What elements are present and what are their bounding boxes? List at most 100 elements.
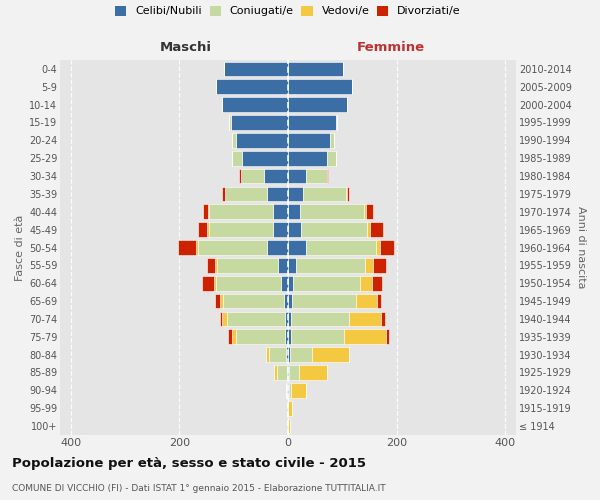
- Bar: [196, 240, 198, 255]
- Bar: [227, 312, 285, 326]
- Bar: [380, 240, 394, 255]
- Bar: [288, 276, 293, 290]
- Bar: [359, 276, 371, 290]
- Bar: [207, 258, 215, 272]
- Bar: [293, 276, 359, 290]
- Bar: [263, 168, 288, 184]
- Bar: [220, 294, 223, 308]
- Bar: [289, 365, 299, 380]
- Bar: [288, 98, 347, 112]
- Bar: [326, 168, 328, 184]
- Bar: [365, 258, 373, 272]
- Bar: [223, 294, 284, 308]
- Bar: [225, 186, 268, 201]
- Bar: [217, 258, 278, 272]
- Bar: [288, 294, 292, 308]
- Bar: [178, 240, 196, 255]
- Bar: [209, 222, 273, 237]
- Bar: [286, 348, 288, 362]
- Bar: [288, 168, 306, 184]
- Text: Maschi: Maschi: [160, 40, 211, 54]
- Bar: [220, 312, 223, 326]
- Bar: [347, 186, 349, 201]
- Bar: [232, 330, 236, 344]
- Bar: [296, 258, 365, 272]
- Bar: [286, 383, 287, 398]
- Bar: [327, 151, 336, 166]
- Bar: [222, 98, 288, 112]
- Bar: [224, 62, 288, 76]
- Bar: [386, 330, 389, 344]
- Bar: [288, 348, 290, 362]
- Bar: [288, 204, 300, 219]
- Bar: [198, 240, 268, 255]
- Bar: [215, 258, 217, 272]
- Y-axis label: Anni di nascita: Anni di nascita: [576, 206, 586, 289]
- Bar: [278, 258, 288, 272]
- Bar: [229, 115, 231, 130]
- Bar: [223, 312, 227, 326]
- Bar: [288, 151, 327, 166]
- Bar: [274, 365, 277, 380]
- Bar: [236, 133, 288, 148]
- Bar: [377, 294, 382, 308]
- Y-axis label: Fasce di età: Fasce di età: [14, 214, 25, 280]
- Bar: [346, 186, 347, 201]
- Bar: [299, 365, 327, 380]
- Bar: [313, 348, 349, 362]
- Bar: [307, 240, 376, 255]
- Bar: [288, 401, 292, 415]
- Bar: [331, 133, 334, 148]
- Bar: [288, 258, 296, 272]
- Bar: [268, 186, 288, 201]
- Bar: [284, 294, 288, 308]
- Bar: [232, 151, 242, 166]
- Bar: [356, 294, 377, 308]
- Bar: [287, 365, 288, 380]
- Bar: [216, 80, 288, 94]
- Bar: [367, 222, 370, 237]
- Bar: [303, 186, 346, 201]
- Bar: [273, 222, 288, 237]
- Bar: [349, 312, 381, 326]
- Bar: [231, 115, 288, 130]
- Bar: [207, 222, 209, 237]
- Bar: [370, 222, 383, 237]
- Bar: [288, 80, 352, 94]
- Bar: [285, 312, 288, 326]
- Text: Popolazione per età, sesso e stato civile - 2015: Popolazione per età, sesso e stato civil…: [12, 458, 366, 470]
- Bar: [288, 330, 291, 344]
- Bar: [381, 312, 385, 326]
- Bar: [202, 276, 214, 290]
- Bar: [288, 62, 343, 76]
- Bar: [277, 365, 287, 380]
- Bar: [236, 330, 285, 344]
- Bar: [365, 204, 373, 219]
- Bar: [291, 312, 349, 326]
- Bar: [214, 276, 217, 290]
- Bar: [376, 240, 380, 255]
- Bar: [288, 365, 289, 380]
- Bar: [288, 186, 303, 201]
- Bar: [364, 204, 365, 219]
- Bar: [285, 330, 288, 344]
- Bar: [288, 222, 301, 237]
- Bar: [239, 168, 241, 184]
- Bar: [300, 204, 364, 219]
- Bar: [336, 115, 337, 130]
- Bar: [301, 222, 367, 237]
- Bar: [208, 204, 209, 219]
- Bar: [289, 383, 291, 398]
- Bar: [371, 276, 382, 290]
- Text: COMUNE DI VICCHIO (FI) - Dati ISTAT 1° gennaio 2015 - Elaborazione TUTTITALIA.IT: COMUNE DI VICCHIO (FI) - Dati ISTAT 1° g…: [12, 484, 386, 493]
- Bar: [268, 240, 288, 255]
- Bar: [199, 222, 207, 237]
- Bar: [306, 168, 326, 184]
- Bar: [273, 204, 288, 219]
- Bar: [292, 294, 356, 308]
- Bar: [288, 312, 291, 326]
- Bar: [288, 240, 307, 255]
- Bar: [266, 348, 269, 362]
- Bar: [291, 383, 306, 398]
- Legend: Celibi/Nubili, Coniugati/e, Vedovi/e, Divorziati/e: Celibi/Nubili, Coniugati/e, Vedovi/e, Di…: [115, 6, 461, 16]
